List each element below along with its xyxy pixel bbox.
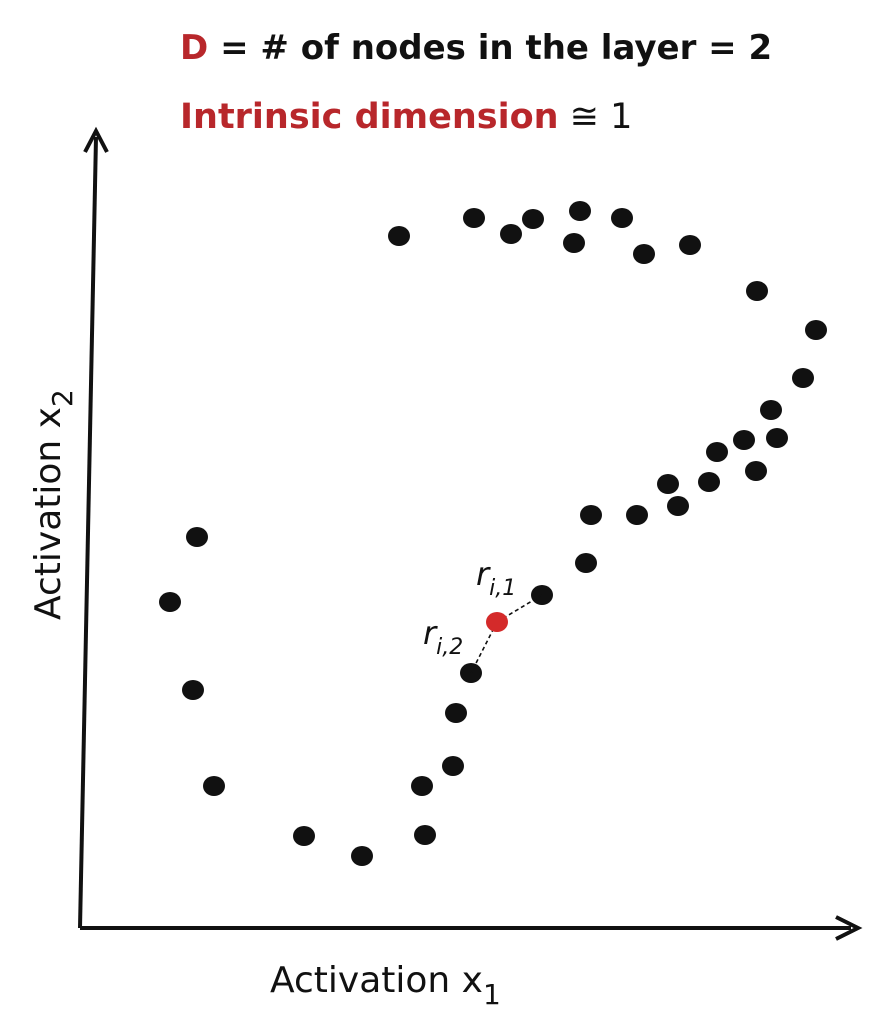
y-axis-subscript: 2 xyxy=(46,389,79,407)
data-point xyxy=(203,776,225,796)
data-point xyxy=(580,505,602,525)
data-point xyxy=(657,474,679,494)
data-point xyxy=(186,527,208,547)
data-point xyxy=(500,224,522,244)
x-axis-subscript: 1 xyxy=(483,978,501,1011)
data-point xyxy=(293,826,315,846)
data-point xyxy=(563,233,585,253)
data-point xyxy=(575,553,597,573)
data-point xyxy=(182,680,204,700)
data-point xyxy=(667,496,689,516)
header-symbol: D xyxy=(180,28,208,68)
x-axis-arrow-icon xyxy=(835,915,863,941)
header-line-2: Intrinsic dimension ≅ 1 xyxy=(180,97,632,137)
label-r-i-1: ri,1 xyxy=(476,555,516,601)
data-point xyxy=(679,235,701,255)
data-point xyxy=(626,505,648,525)
data-point xyxy=(445,703,467,723)
data-point xyxy=(633,244,655,264)
data-point xyxy=(698,472,720,492)
data-point xyxy=(351,846,373,866)
header-line-1: D = # of nodes in the layer = 2 xyxy=(180,28,772,68)
header-nodes-text: = # of nodes in the layer = 2 xyxy=(208,28,772,68)
data-point xyxy=(792,368,814,388)
data-point xyxy=(746,281,768,301)
axes xyxy=(78,126,863,941)
data-point xyxy=(388,226,410,246)
data-point xyxy=(745,461,767,481)
label-r-i-2-subscript: i,2 xyxy=(436,635,463,660)
header-intrinsic-term: Intrinsic dimension xyxy=(180,97,559,137)
y-axis-label: Activation x2 xyxy=(28,389,79,620)
data-point xyxy=(159,592,181,612)
data-point xyxy=(463,208,485,228)
y-axis-line xyxy=(78,136,98,929)
data-point xyxy=(766,428,788,448)
data-point xyxy=(442,756,464,776)
y-axis-arrow-icon xyxy=(83,126,109,153)
reference-point xyxy=(486,612,508,632)
data-point xyxy=(411,776,433,796)
data-point xyxy=(569,201,591,221)
header-approx: ≅ 1 xyxy=(559,97,633,137)
data-point xyxy=(414,825,436,845)
data-points xyxy=(159,201,827,866)
data-point xyxy=(760,400,782,420)
label-r-i-1-subscript: i,1 xyxy=(489,576,516,601)
data-point xyxy=(522,209,544,229)
x-axis-label: Activation x1 xyxy=(270,960,501,1011)
data-point xyxy=(805,320,827,340)
data-point xyxy=(706,442,728,462)
data-point xyxy=(611,208,633,228)
data-point xyxy=(733,430,755,450)
label-r-i-2: ri,2 xyxy=(423,614,463,660)
